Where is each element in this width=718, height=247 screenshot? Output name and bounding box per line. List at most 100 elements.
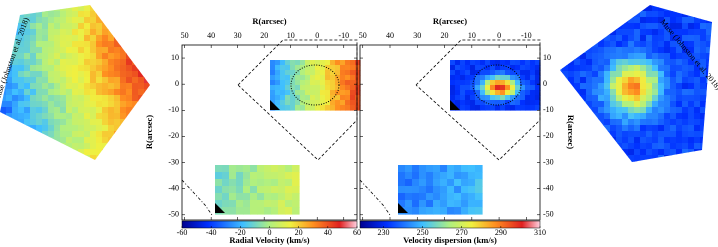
cell xyxy=(96,155,103,160)
cell xyxy=(0,95,7,102)
cell xyxy=(222,165,230,173)
cell xyxy=(78,23,85,30)
cell xyxy=(120,155,127,160)
cell xyxy=(658,107,665,114)
cell xyxy=(712,35,718,42)
cell xyxy=(634,11,641,18)
cell xyxy=(676,65,683,72)
cell xyxy=(96,47,103,54)
cell xyxy=(315,90,321,96)
cell xyxy=(132,17,139,24)
cell xyxy=(405,207,413,215)
cell xyxy=(712,17,718,24)
cell xyxy=(598,65,605,72)
cell xyxy=(676,59,683,66)
cell xyxy=(604,35,611,42)
cell xyxy=(433,172,441,180)
cell xyxy=(350,75,356,81)
cell xyxy=(126,65,133,72)
cell-map xyxy=(398,165,483,215)
cell xyxy=(622,29,629,36)
cell xyxy=(560,53,563,60)
cell xyxy=(72,47,79,54)
cell xyxy=(108,71,115,78)
cell xyxy=(60,23,67,30)
cell xyxy=(285,95,291,101)
cell xyxy=(604,59,611,66)
cell xyxy=(694,119,701,126)
cell xyxy=(610,95,617,102)
cell xyxy=(60,101,67,108)
cell xyxy=(42,113,49,120)
cell xyxy=(300,100,306,106)
cell xyxy=(694,17,701,24)
cell xyxy=(468,200,476,208)
cell xyxy=(72,101,79,108)
cell xyxy=(706,95,712,102)
cell xyxy=(90,125,97,132)
cell xyxy=(500,100,506,106)
cell xyxy=(310,100,316,106)
cell xyxy=(676,23,683,30)
cell xyxy=(102,77,109,84)
cell xyxy=(72,137,79,144)
outline xyxy=(359,179,391,216)
cell xyxy=(500,80,506,86)
x-tick-label: 0 xyxy=(497,31,501,40)
cell xyxy=(54,11,61,18)
cell xyxy=(84,161,91,168)
cell xyxy=(292,165,300,173)
cell xyxy=(108,155,115,160)
cell xyxy=(36,47,43,54)
cell xyxy=(54,143,61,150)
cell xyxy=(275,65,281,71)
cell xyxy=(305,100,311,106)
cell xyxy=(132,95,139,102)
cell xyxy=(285,207,293,215)
cell-map xyxy=(560,5,718,162)
cell xyxy=(580,149,587,156)
cell xyxy=(120,95,127,102)
cell xyxy=(470,80,476,86)
x-tick-label: -10 xyxy=(338,31,349,40)
cell xyxy=(586,143,593,150)
cell xyxy=(330,105,336,111)
cell xyxy=(510,80,516,86)
cell xyxy=(447,186,455,194)
cell xyxy=(108,77,115,84)
cell xyxy=(292,193,300,201)
cell xyxy=(355,85,361,91)
cell xyxy=(24,161,31,168)
cell xyxy=(604,95,611,102)
cell xyxy=(18,155,25,160)
cell xyxy=(622,143,629,150)
cell xyxy=(315,95,321,101)
cell xyxy=(96,71,103,78)
cell xyxy=(54,59,61,66)
cell xyxy=(465,95,471,101)
cell xyxy=(114,155,121,160)
cell xyxy=(688,125,695,132)
cell xyxy=(96,5,103,12)
cell xyxy=(96,143,103,150)
cell xyxy=(84,17,91,24)
cell xyxy=(120,101,127,108)
cell xyxy=(126,29,133,36)
cell xyxy=(90,77,97,84)
cell xyxy=(66,53,73,60)
cell xyxy=(694,161,701,162)
cell xyxy=(90,149,97,156)
cell xyxy=(36,23,43,30)
cell xyxy=(560,17,563,24)
cell xyxy=(132,125,139,132)
cell xyxy=(616,113,623,120)
cell xyxy=(138,23,145,30)
cell xyxy=(682,155,689,162)
cell xyxy=(616,17,623,24)
cell xyxy=(580,83,587,90)
cell xyxy=(676,149,683,156)
cell xyxy=(682,119,689,126)
cell xyxy=(18,161,25,168)
cell xyxy=(222,207,230,215)
cell xyxy=(450,85,456,91)
